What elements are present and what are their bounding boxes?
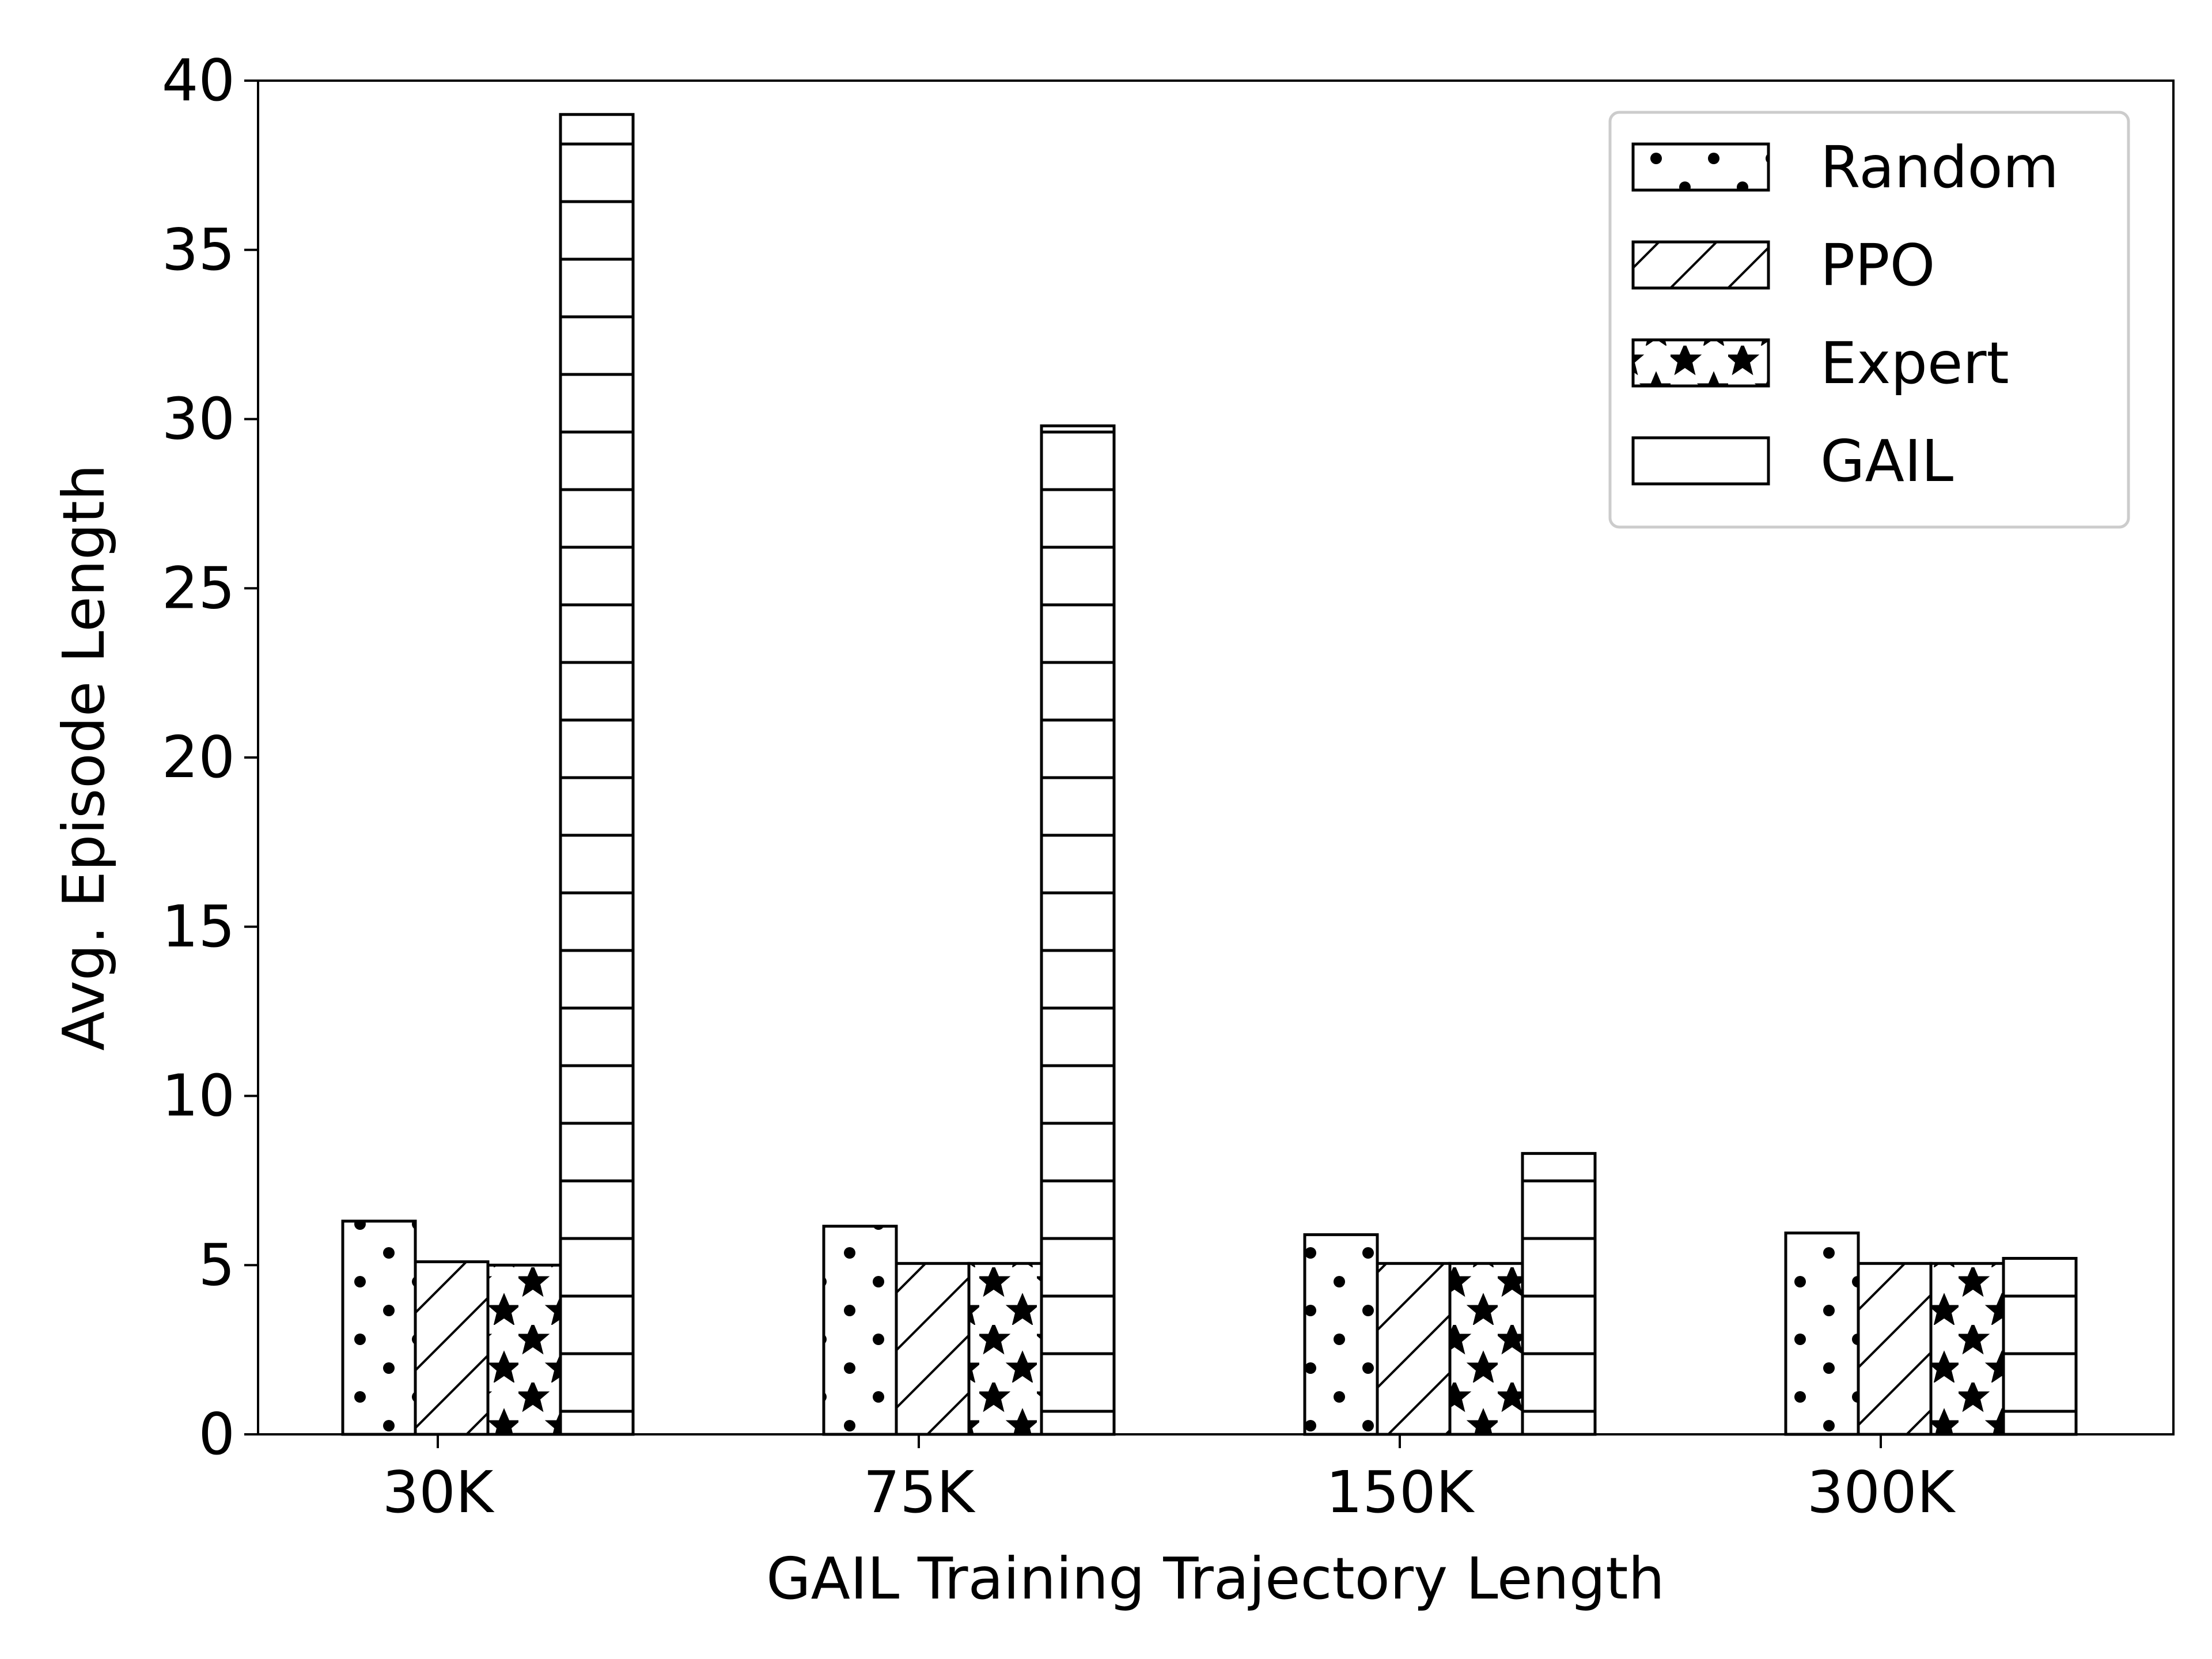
x-axis: 30K 75K 150K 300K [382,1434,1956,1526]
bar-expert-150k [1448,1262,1524,1436]
legend-label-gail: GAIL [1820,427,1953,495]
bar-ppo-150k [1376,1262,1452,1436]
bars-group [341,113,2078,1436]
x-tick-label: 150K [1326,1459,1475,1526]
y-tick-label: 30 [162,385,235,453]
bar-gail-75k [1040,424,1116,1436]
bar-ppo-300k [1857,1262,1933,1436]
legend-entries: Random PPO Expert GAIL [1631,134,2059,495]
bar-gail-150k [1521,1152,1597,1436]
legend: Random PPO Expert GAIL [1608,111,2130,529]
y-tick-label: 20 [162,724,235,791]
y-tick-label: 15 [162,893,235,960]
bar-gail-300k [2002,1257,2078,1436]
legend-swatch-expert [1631,338,1770,388]
bar-gail-30k [559,113,635,1436]
y-axis: 0 5 10 15 20 25 30 35 40 [162,47,258,1468]
plot-frame [257,79,2175,1435]
bar-ppo-75k [895,1262,971,1436]
bar-expert-75k [967,1262,1043,1436]
y-tick-label: 40 [162,47,235,114]
x-tick-label: 75K [863,1459,976,1526]
bar-expert-30k [486,1263,562,1436]
legend-label-expert: Expert [1820,329,2009,397]
y-tick-label: 25 [162,554,235,622]
legend-swatch-ppo [1631,240,1770,290]
bar-expert-300k [1929,1262,2005,1436]
y-tick-label: 35 [162,216,235,283]
y-axis-label: Avg. Episode Length [50,464,118,1051]
bar-random-30k [341,1219,417,1436]
legend-label-ppo: PPO [1820,232,1935,299]
legend-swatch-random [1631,142,1770,192]
y-tick-label: 0 [198,1400,235,1468]
legend-swatch-gail [1631,436,1770,486]
legend-label-random: Random [1820,134,2059,201]
legend-frame [1608,111,2130,529]
bar-random-75k [822,1225,898,1436]
bar-random-150k [1303,1233,1379,1436]
y-tick-label: 5 [198,1231,235,1298]
x-axis-label: GAIL Training Trajectory Length [766,1545,1665,1612]
bar-ppo-30k [414,1260,490,1436]
y-tick-label: 10 [162,1062,235,1130]
bar-random-300k [1784,1231,1860,1436]
x-tick-label: 300K [1807,1459,1956,1526]
x-tick-label: 30K [382,1459,495,1526]
